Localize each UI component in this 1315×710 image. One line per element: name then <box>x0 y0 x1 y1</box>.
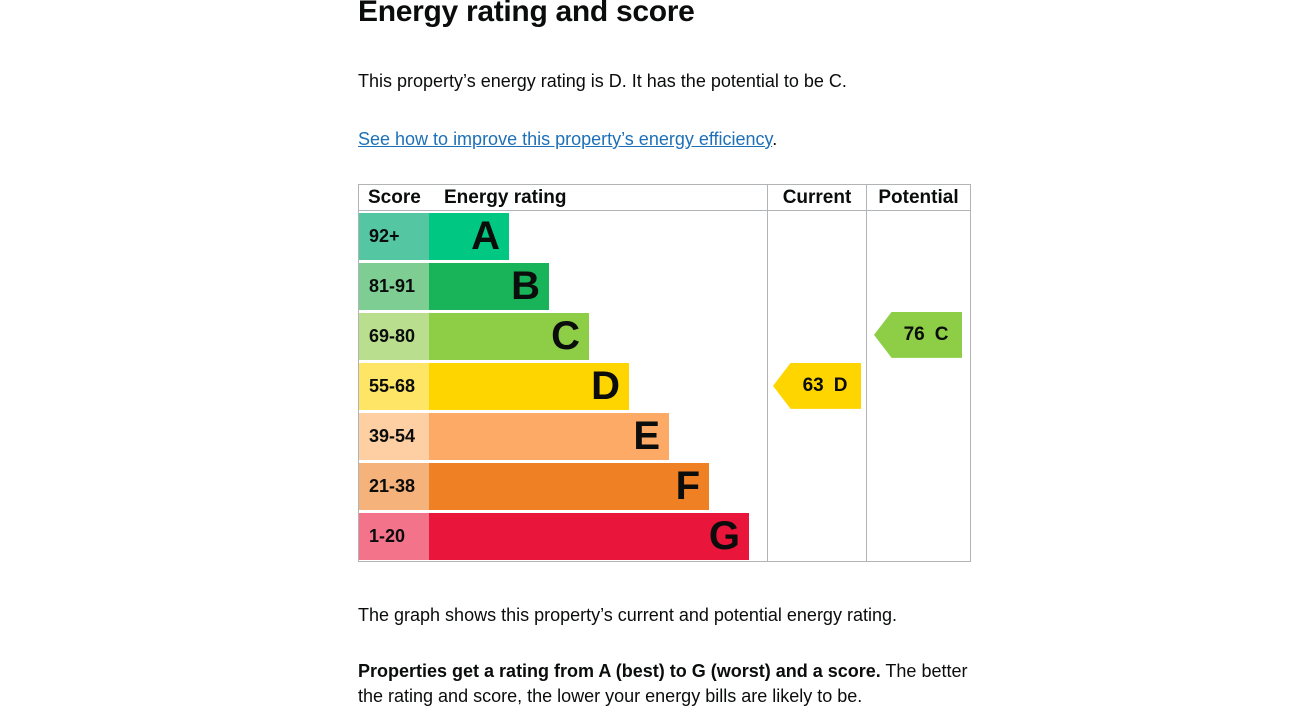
band-score-a: 92+ <box>359 212 429 260</box>
table-header: Score Energy rating Current Potential <box>359 184 970 211</box>
current-rating-arrow: 63 D <box>773 362 861 409</box>
band-score-b: 81-91 <box>359 262 429 310</box>
rating-note-rest: The better the rating and score, the low… <box>358 661 968 707</box>
graph-caption: The graph shows this property’s current … <box>358 604 897 625</box>
improve-efficiency-link[interactable]: See how to improve this property’s energ… <box>358 128 773 149</box>
intro-text: This property’s energy rating is D. It h… <box>358 70 847 91</box>
band-letter-b: B <box>511 264 540 309</box>
main-content: Energy rating and score This property’s … <box>358 0 978 710</box>
current-column: 63 D <box>767 210 866 561</box>
header-energy-rating: Energy rating <box>444 186 567 208</box>
improve-line: See how to improve this property’s energ… <box>358 129 978 150</box>
band-row-c: 69-80 C <box>359 311 767 361</box>
band-score-g: 1-20 <box>359 512 429 560</box>
band-letter-f: F <box>675 464 700 509</box>
band-letter-c: C <box>551 314 580 359</box>
band-letter-e: E <box>633 414 660 459</box>
band-row-b: 81-91 B <box>359 261 767 311</box>
band-row-g: 1-20 G <box>359 511 767 561</box>
band-bar-e: E <box>429 412 669 460</box>
rating-note: Properties get a rating from A (best) to… <box>358 659 971 709</box>
band-row-a: 92+ A <box>359 211 767 261</box>
table-body: 92+ A 81-91 B 69-80 C 55-68 D 39-54 <box>359 210 970 561</box>
potential-rating-value: 76 <box>903 323 925 345</box>
band-bar-f: F <box>429 462 709 510</box>
band-bar-c: C <box>429 312 589 360</box>
band-score-d: 55-68 <box>359 362 429 410</box>
band-score-f: 21-38 <box>359 462 429 510</box>
band-bar-d: D <box>429 362 629 410</box>
band-letter-d: D <box>591 364 620 409</box>
header-potential: Potential <box>866 184 970 210</box>
current-rating-letter: D <box>833 374 848 396</box>
band-row-f: 21-38 F <box>359 461 767 511</box>
band-row-d: 55-68 D <box>359 361 767 411</box>
header-current: Current <box>767 184 866 210</box>
rating-note-bold: Properties get a rating from A (best) to… <box>358 661 881 682</box>
page-title: Energy rating and score <box>358 0 695 28</box>
link-suffix: . <box>772 128 778 149</box>
band-bar-g: G <box>429 512 749 560</box>
band-letter-a: A <box>471 214 500 259</box>
band-letter-g: G <box>708 514 740 559</box>
current-rating-value: 63 <box>802 374 824 396</box>
band-row-e: 39-54 E <box>359 411 767 461</box>
potential-rating-arrow: 76 C <box>874 311 962 358</box>
band-bar-b: B <box>429 262 549 310</box>
potential-rating-letter: C <box>934 323 949 345</box>
energy-rating-table: Score Energy rating Current Potential 92… <box>358 183 971 562</box>
header-score: Score <box>368 186 421 208</box>
band-score-c: 69-80 <box>359 312 429 360</box>
potential-column: 76 C <box>866 210 970 561</box>
band-bar-a: A <box>429 212 509 260</box>
bands-column: 92+ A 81-91 B 69-80 C 55-68 D 39-54 <box>359 211 767 561</box>
band-score-e: 39-54 <box>359 412 429 460</box>
